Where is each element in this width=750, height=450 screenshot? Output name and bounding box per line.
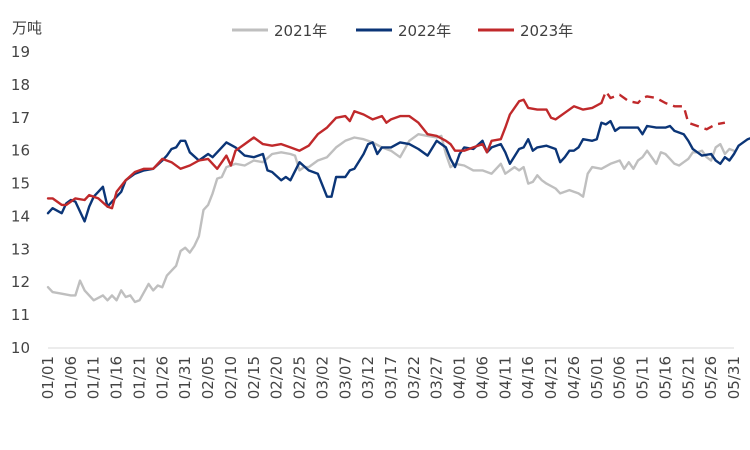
y-axis: 10 11 12 13 14 15 16 17 18 19 — [11, 43, 30, 357]
y-tick-label: 10 — [11, 339, 30, 357]
y-tick-label: 13 — [11, 240, 30, 258]
x-tick-label: 02/10 — [222, 356, 240, 399]
series-line-0 — [46, 132, 736, 304]
y-tick-label: 12 — [11, 273, 30, 291]
x-tick-label: 04/16 — [519, 356, 537, 399]
x-tick-label: 01/26 — [153, 356, 171, 399]
y-tick-label: 19 — [11, 43, 30, 61]
x-tick-label: 05/16 — [656, 356, 674, 399]
y-tick-label: 18 — [11, 76, 30, 94]
x-axis: 01/01 01/06 01/11 01/16 01/21 01/26 01/31 02/05… — [39, 356, 743, 399]
series-line-2 — [46, 98, 603, 210]
y-tick-label: 11 — [11, 306, 30, 324]
x-tick-label: 03/12 — [359, 356, 377, 399]
x-tick-label: 03/07 — [336, 356, 354, 399]
x-tick-label: 01/01 — [39, 356, 57, 399]
x-tick-label: 03/27 — [428, 356, 446, 399]
legend-label: 2021年 — [274, 22, 327, 40]
legend-label: 2023年 — [520, 22, 573, 40]
x-tick-label: 04/01 — [451, 356, 469, 399]
x-tick-label: 02/20 — [268, 356, 286, 399]
series-layer — [46, 90, 750, 304]
x-tick-label: 02/15 — [245, 356, 263, 399]
x-tick-label: 05/11 — [634, 356, 652, 399]
x-tick-label: 02/05 — [199, 356, 217, 399]
y-tick-label: 14 — [11, 207, 30, 225]
y-tick-label: 15 — [11, 175, 30, 193]
x-tick-label: 02/25 — [291, 356, 309, 399]
x-tick-label: 05/26 — [702, 356, 720, 399]
x-tick-label: 01/16 — [108, 356, 126, 399]
x-tick-label: 05/01 — [588, 356, 606, 399]
x-tick-label: 03/22 — [405, 356, 423, 399]
x-tick-label: 05/31 — [725, 356, 743, 399]
y-tick-label: 17 — [11, 109, 30, 127]
x-tick-label: 04/11 — [496, 356, 514, 399]
x-tick-label: 03/17 — [382, 356, 400, 399]
x-tick-label: 04/26 — [565, 356, 583, 399]
y-unit-label: 万吨 — [12, 19, 42, 37]
x-tick-label: 03/02 — [313, 356, 331, 399]
x-tick-label: 04/06 — [473, 356, 491, 399]
x-tick-label: 05/06 — [611, 356, 629, 399]
x-tick-label: 05/21 — [679, 356, 697, 399]
x-tick-label: 04/21 — [542, 356, 560, 399]
legend: 2021年 2022年 2023年 — [232, 22, 573, 40]
x-tick-label: 01/21 — [130, 356, 148, 399]
x-tick-label: 01/31 — [176, 356, 194, 399]
legend-label: 2022年 — [398, 22, 451, 40]
series-line-3 — [600, 90, 726, 131]
series-line-1 — [46, 119, 750, 223]
x-tick-label: 01/06 — [62, 356, 80, 399]
x-tick-label: 01/11 — [85, 356, 103, 399]
y-tick-label: 16 — [11, 142, 30, 160]
